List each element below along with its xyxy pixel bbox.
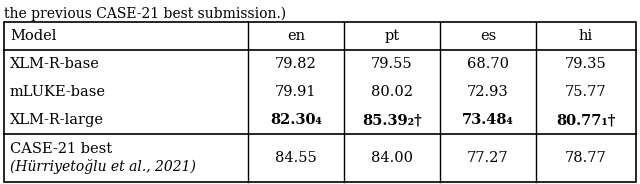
Text: pt: pt <box>385 29 399 43</box>
Text: es: es <box>480 29 496 43</box>
Text: 79.35: 79.35 <box>565 57 607 71</box>
Text: 82.30₄: 82.30₄ <box>270 113 322 127</box>
Text: 79.82: 79.82 <box>275 57 317 71</box>
Text: (Hürriyetoğlu et al., 2021): (Hürriyetoğlu et al., 2021) <box>10 159 196 174</box>
Text: XLM-R-large: XLM-R-large <box>10 113 104 127</box>
Text: XLM-R-base: XLM-R-base <box>10 57 100 71</box>
Bar <box>4 22 636 182</box>
Text: mLUKE-base: mLUKE-base <box>10 85 106 99</box>
Text: 85.39₂†: 85.39₂† <box>362 113 422 127</box>
Text: 78.77: 78.77 <box>565 151 607 165</box>
Text: 84.55: 84.55 <box>275 151 317 165</box>
Text: 73.48₄: 73.48₄ <box>462 113 514 127</box>
Text: 68.70: 68.70 <box>467 57 509 71</box>
Text: 84.00: 84.00 <box>371 151 413 165</box>
Text: 77.27: 77.27 <box>467 151 509 165</box>
Text: CASE-21 best: CASE-21 best <box>10 142 112 156</box>
Text: 80.02: 80.02 <box>371 85 413 99</box>
Text: Model: Model <box>10 29 56 43</box>
Text: 80.77₁†: 80.77₁† <box>556 113 616 127</box>
Text: hi: hi <box>579 29 593 43</box>
Text: en: en <box>287 29 305 43</box>
Text: the previous CASE-21 best submission.): the previous CASE-21 best submission.) <box>4 7 286 21</box>
Text: 75.77: 75.77 <box>565 85 607 99</box>
Text: 79.55: 79.55 <box>371 57 413 71</box>
Text: 79.91: 79.91 <box>275 85 317 99</box>
Text: 72.93: 72.93 <box>467 85 509 99</box>
